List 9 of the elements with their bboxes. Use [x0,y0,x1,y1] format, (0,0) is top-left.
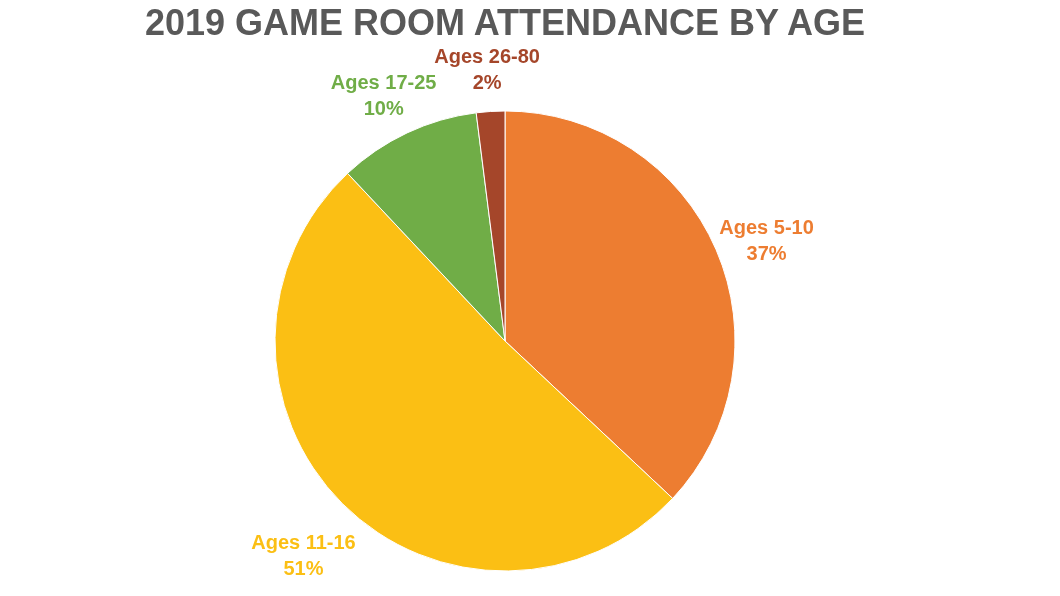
slice-label: Ages 11-16 [251,530,356,553]
slice-label: Ages 17-25 [330,71,437,94]
slice-label: Ages 26-80 [434,44,540,67]
data-label: 10% [363,97,404,120]
data-label: 2% [472,70,502,93]
chart-title: 2019 GAME ROOM ATTENDANCE BY AGE [144,1,866,43]
slice-label: Ages 5-10 [719,215,814,238]
data-label: 37% [746,241,787,264]
data-label: 51% [283,556,324,579]
